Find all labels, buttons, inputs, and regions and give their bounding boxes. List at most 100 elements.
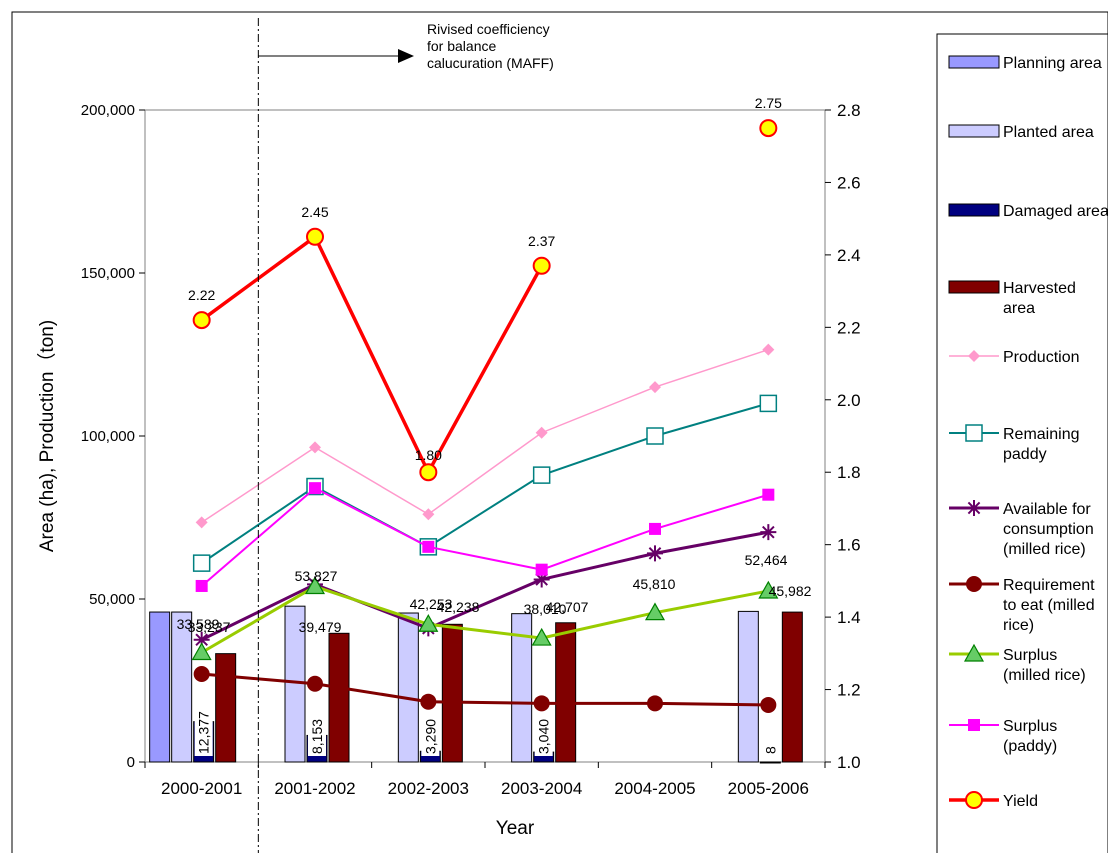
data-label-damaged-area: 8: [762, 746, 778, 754]
point-available-for-consumption-milled-rice-shape: [760, 524, 777, 541]
point-production-shape: [649, 381, 661, 394]
point-remaining-paddy-shape: [646, 427, 664, 445]
point-requirement-to-eat-milled-rice: [533, 695, 550, 712]
point-requirement-to-eat-milled-rice-shape: [760, 696, 777, 713]
line-surplus-paddy: [201, 486, 769, 587]
data-label-damaged-area: 8,153: [309, 719, 325, 754]
bar-harvested-area: [328, 632, 350, 763]
data-label-surplus-milled: 38,010: [524, 601, 567, 617]
line-available-for-consumption-milled-rice: [201, 530, 769, 642]
point-surplus-milled-rice-shape: [644, 602, 666, 621]
legend-marker-surplus-paddy: [968, 719, 980, 731]
bar-planted-area: [511, 613, 533, 763]
point-available-for-consumption-milled-rice: [647, 545, 663, 562]
point-surplus-milled-rice-shape: [758, 580, 779, 599]
point-surplus-paddy-shape: [649, 522, 661, 535]
legend-box: [936, 33, 1108, 858]
y-right-tick-label: 1.8: [837, 463, 861, 482]
point-requirement-to-eat-milled-rice-shape: [420, 693, 437, 710]
point-available-for-consumption-milled-rice-shape: [193, 631, 210, 648]
legend-label-remaining-paddy: Remaining: [1003, 426, 1079, 443]
legend-label-production: Production: [1003, 349, 1080, 366]
point-surplus-milled-rice-shape: [531, 627, 552, 646]
point-remaining-paddy-shape: [532, 466, 551, 484]
point-requirement-to-eat-milled-rice-shape: [307, 675, 323, 692]
point-yield-shape: [306, 227, 324, 246]
annotation-text: Rivised coefficiency: [427, 21, 550, 37]
point-available-for-consumption-milled-rice-shape: [533, 571, 550, 588]
point-requirement-to-eat-milled-rice: [193, 665, 210, 682]
point-surplus-paddy-shape: [762, 488, 775, 501]
point-surplus-paddy-shape: [309, 482, 321, 495]
legend-swatch-planted-area: [948, 124, 1000, 138]
legend-label-harvested-area: Harvested: [1003, 280, 1076, 297]
data-label-harvested-area: 42,707: [546, 599, 589, 615]
legend-label-damaged-area: Damaged area: [1003, 203, 1108, 220]
bar-planning-area: [149, 611, 171, 763]
y-left-tick-label: 50,000: [89, 591, 135, 608]
point-production-shape: [422, 508, 435, 521]
data-label-yield: 2.75: [755, 95, 782, 111]
legend-marker-production-shape: [968, 350, 980, 362]
legend-label-requirement-to-eat-milled-rice: rice): [1003, 617, 1034, 634]
x-tick-label: 2005-2006: [728, 779, 809, 798]
bar-harvested-area: [215, 653, 237, 763]
bar-planted-area: [171, 611, 193, 763]
point-production: [535, 426, 548, 439]
legend-label-available-for-consumption-milled-rice: consumption: [1003, 521, 1094, 538]
point-requirement-to-eat-milled-rice: [420, 693, 437, 710]
point-surplus-paddy: [195, 579, 208, 592]
bar-planted-area: [397, 612, 419, 763]
y-right-tick-label: 2.2: [837, 318, 861, 337]
bar-damaged-area: [759, 761, 781, 764]
point-production: [195, 516, 208, 529]
bar-harvested-area: [441, 623, 463, 763]
point-surplus-paddy: [535, 563, 548, 576]
x-tick-label: 2003-2004: [501, 779, 582, 798]
point-yield: [306, 227, 324, 246]
point-surplus-milled-rice: [531, 627, 552, 646]
point-surplus-milled-rice-shape: [304, 576, 326, 595]
x-tick-label: 2000-2001: [161, 779, 242, 798]
point-surplus-milled-rice: [418, 614, 439, 632]
y-left-tick-label: 100,000: [81, 428, 135, 445]
legend-marker-available-for-consumption-milled-rice: [966, 500, 982, 516]
data-label-damaged-area: 3,040: [536, 719, 552, 754]
legend-label-yield: Yield: [1003, 793, 1038, 810]
point-requirement-to-eat-milled-rice-shape: [533, 695, 550, 712]
point-available-for-consumption-milled-rice: [533, 571, 550, 588]
point-requirement-to-eat-milled-rice: [760, 696, 777, 713]
y-right-tick-label: 2.6: [837, 173, 861, 192]
point-remaining-paddy: [192, 554, 211, 572]
legend-label-requirement-to-eat-milled-rice: to eat (milled: [1003, 597, 1095, 614]
point-surplus-milled-rice: [191, 642, 212, 661]
point-surplus-paddy-shape: [195, 579, 208, 592]
x-tick-label: 2004-2005: [614, 779, 695, 798]
annotation-text: for balance: [427, 38, 496, 54]
point-surplus-milled-rice-shape: [191, 642, 212, 661]
point-yield: [192, 311, 211, 330]
data-label-harvested-area: 33,237: [188, 619, 231, 635]
point-surplus-paddy: [309, 482, 321, 495]
y-right-tick-label: 2.4: [837, 246, 861, 265]
point-surplus-paddy-shape: [535, 563, 548, 576]
point-surplus-paddy: [649, 522, 661, 535]
y-left-tick-label: 150,000: [81, 265, 135, 282]
legend-swatch-harvested-area: [948, 280, 1000, 294]
point-remaining-paddy-shape: [192, 554, 211, 572]
data-label-harvested-area: 42,238: [437, 599, 480, 615]
legend-label-planted-area: Planted area: [1003, 124, 1094, 141]
data-label-bg: [421, 712, 440, 756]
point-production-shape: [309, 441, 321, 454]
plot-area: [144, 109, 826, 763]
point-yield-shape: [532, 256, 551, 275]
point-surplus-paddy-shape: [422, 540, 435, 553]
point-yield-shape: [419, 463, 438, 482]
point-surplus-paddy: [762, 488, 775, 501]
point-production: [649, 381, 661, 394]
data-label-damaged-area: 3,290: [422, 719, 438, 754]
y-right-tick-label: 1.2: [837, 681, 861, 700]
legend-label-harvested-area: area: [1003, 300, 1035, 317]
